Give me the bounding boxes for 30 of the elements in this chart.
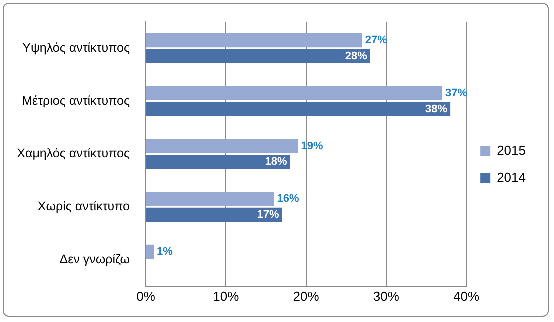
x-tick-label: 30% — [373, 288, 400, 304]
bar — [146, 86, 443, 101]
bar — [146, 139, 298, 154]
x-tick-label: 10% — [213, 288, 240, 304]
bar — [146, 49, 370, 64]
data-label: 1% — [157, 246, 174, 258]
y-tick-label: Χαμηλός αντίκτυπος — [17, 146, 130, 161]
data-label: 19% — [301, 140, 324, 152]
data-label: 38% — [426, 103, 448, 116]
x-tick-label: 20% — [293, 288, 320, 304]
legend-label: 2014 — [497, 170, 526, 186]
y-tick-label: Δεν γνωρίζω — [60, 252, 130, 266]
bar — [146, 244, 154, 260]
bar — [146, 33, 362, 48]
bar — [146, 208, 282, 222]
y-tick-label: Μέτριος αντίκτυπος — [22, 94, 130, 108]
x-tick-label: 0% — [136, 288, 156, 304]
data-label: 17% — [257, 209, 280, 222]
y-tick-label: Υψηλός αντίκτυπος — [22, 40, 130, 55]
legend-label: 2015 — [497, 143, 526, 158]
data-label: 28% — [345, 50, 368, 62]
bar — [146, 192, 274, 206]
y-tick-label: Χωρίς αντίκτυπο — [38, 200, 130, 214]
data-label: 37% — [446, 87, 468, 100]
data-label: 18% — [265, 156, 288, 168]
data-label: 16% — [277, 193, 300, 206]
data-label: 27% — [365, 34, 388, 47]
bar — [146, 102, 451, 116]
bar — [146, 154, 290, 170]
x-tick-label: 40% — [454, 288, 480, 304]
